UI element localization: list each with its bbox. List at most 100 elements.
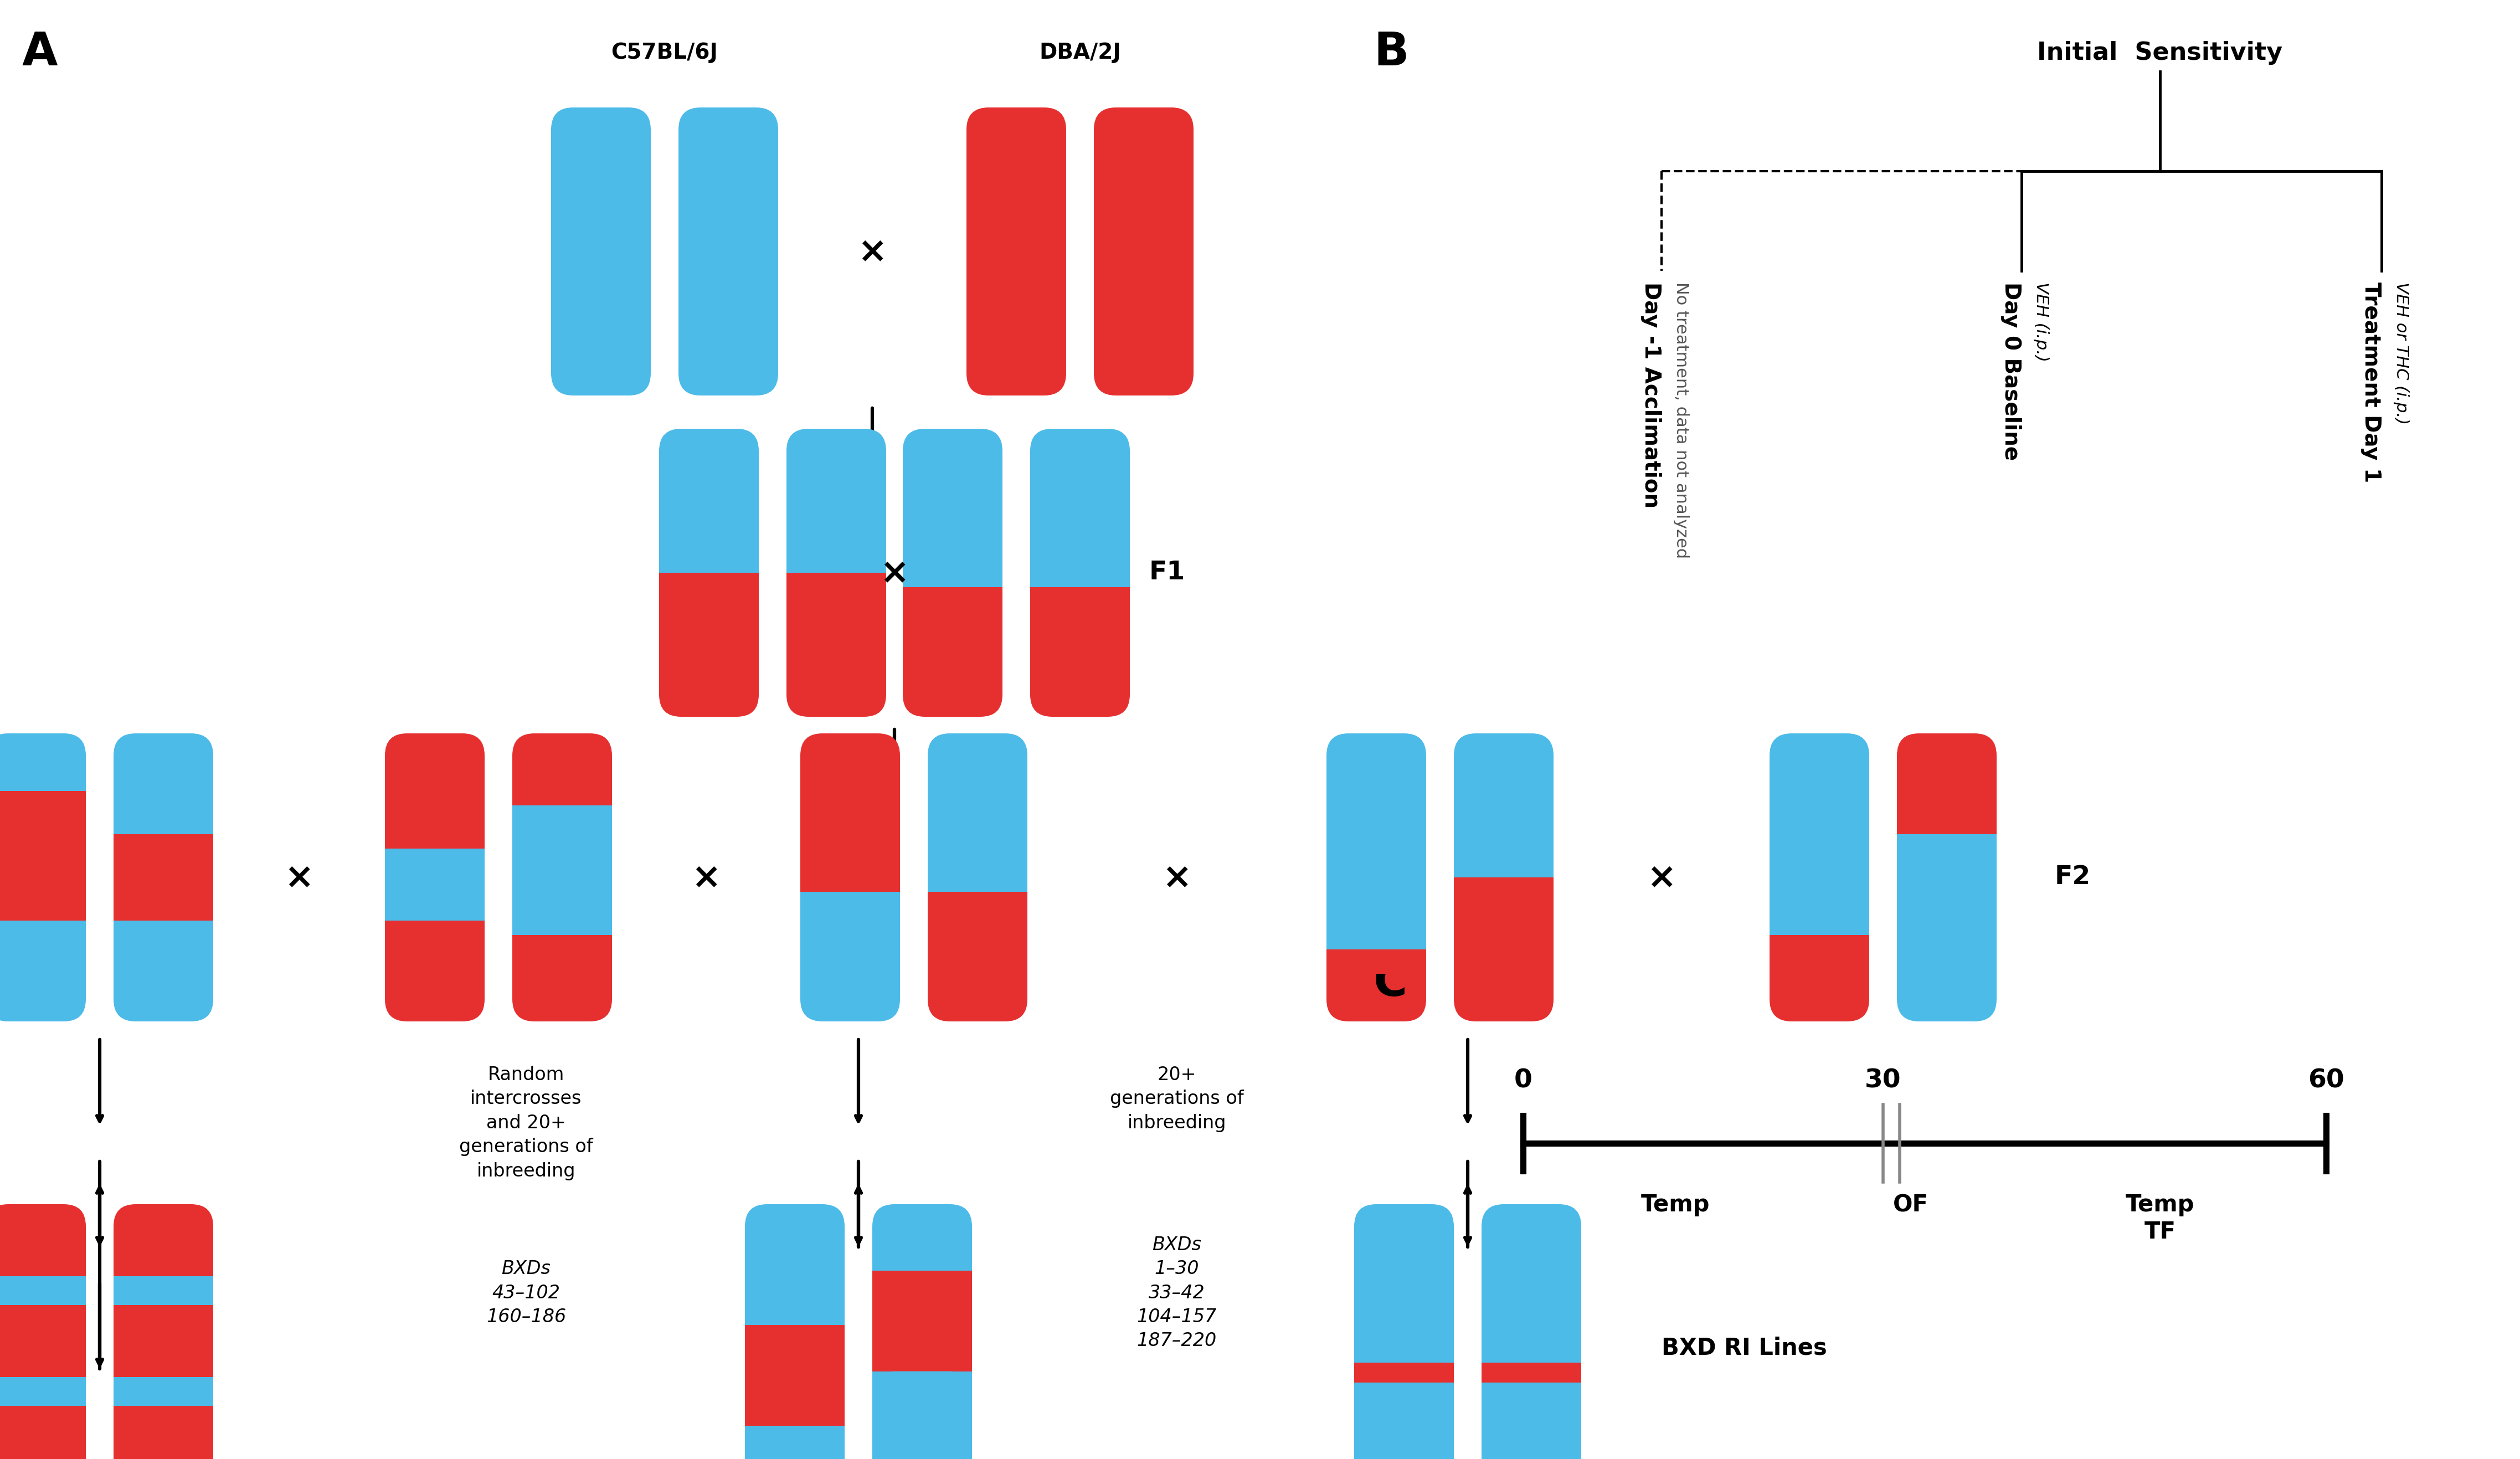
Bar (1353, 1338, 1454, 1363)
FancyBboxPatch shape (512, 935, 612, 1021)
Bar (0, 1406, 86, 1430)
Bar (1482, 1363, 1580, 1383)
FancyBboxPatch shape (0, 1406, 86, 1459)
FancyBboxPatch shape (1769, 935, 1870, 1021)
FancyBboxPatch shape (1353, 1204, 1454, 1363)
Bar (386, 824, 484, 849)
Bar (746, 1325, 844, 1425)
Text: ×: × (1646, 861, 1676, 894)
Bar (0, 1252, 86, 1277)
FancyBboxPatch shape (113, 1204, 214, 1277)
Text: Day 0 Baseline: Day 0 Baseline (2001, 282, 2021, 461)
FancyBboxPatch shape (786, 573, 887, 716)
Text: F2: F2 (2054, 865, 2092, 890)
FancyBboxPatch shape (746, 1425, 844, 1459)
Bar (113, 1304, 214, 1377)
Bar (801, 868, 900, 891)
Bar (1482, 1383, 1580, 1459)
Bar (1898, 810, 1996, 835)
FancyBboxPatch shape (1769, 734, 1870, 935)
Bar (113, 810, 214, 835)
FancyBboxPatch shape (1031, 587, 1129, 716)
FancyBboxPatch shape (660, 429, 759, 573)
Bar (386, 849, 484, 921)
Bar (902, 587, 1003, 611)
Bar (872, 1271, 973, 1371)
FancyBboxPatch shape (872, 1371, 973, 1459)
Bar (927, 891, 1028, 916)
Bar (512, 805, 612, 935)
Text: A: A (23, 31, 58, 74)
Bar (1769, 910, 1870, 935)
FancyBboxPatch shape (678, 108, 779, 395)
Bar (0, 1277, 86, 1304)
FancyBboxPatch shape (1326, 734, 1426, 950)
Bar (927, 868, 1028, 891)
Text: Temp
TF: Temp TF (2124, 1193, 2195, 1243)
Text: OF: OF (1893, 1193, 1928, 1217)
FancyBboxPatch shape (1326, 950, 1426, 1021)
Text: ×: × (857, 235, 887, 268)
Bar (660, 573, 759, 597)
Text: 0: 0 (1515, 1068, 1532, 1093)
Bar (1769, 935, 1870, 960)
Text: No treatment, data not analyzed: No treatment, data not analyzed (1673, 282, 1688, 559)
FancyBboxPatch shape (902, 429, 1003, 587)
Bar (786, 573, 887, 597)
FancyBboxPatch shape (1482, 1204, 1580, 1363)
FancyBboxPatch shape (0, 734, 86, 791)
Text: 20+
generations of
inbreeding: 20+ generations of inbreeding (1109, 1065, 1245, 1132)
FancyBboxPatch shape (1454, 734, 1552, 877)
Text: Initial  Sensitivity: Initial Sensitivity (2036, 41, 2283, 64)
Text: Treatment Day 1: Treatment Day 1 (2361, 282, 2381, 483)
FancyBboxPatch shape (0, 921, 86, 1021)
FancyBboxPatch shape (786, 429, 887, 573)
FancyBboxPatch shape (552, 108, 650, 395)
Bar (113, 1277, 214, 1304)
Bar (1031, 587, 1129, 611)
Bar (1482, 1338, 1580, 1363)
Bar (1454, 877, 1552, 902)
FancyBboxPatch shape (746, 1204, 844, 1325)
Bar (872, 1246, 973, 1271)
FancyBboxPatch shape (113, 1406, 214, 1459)
FancyBboxPatch shape (512, 734, 612, 805)
FancyBboxPatch shape (386, 921, 484, 1021)
FancyBboxPatch shape (660, 573, 759, 716)
Text: ×: × (1162, 861, 1192, 894)
Text: BXD RI Lines: BXD RI Lines (1661, 1336, 1827, 1360)
Bar (786, 549, 887, 573)
Text: B: B (1373, 31, 1409, 74)
Text: ×: × (879, 556, 910, 589)
Bar (1326, 925, 1426, 950)
Bar (0, 766, 86, 791)
FancyBboxPatch shape (0, 1204, 86, 1277)
FancyBboxPatch shape (1454, 877, 1552, 1021)
Text: Temp: Temp (1641, 1193, 1711, 1217)
FancyBboxPatch shape (1094, 108, 1194, 395)
FancyBboxPatch shape (1031, 429, 1129, 587)
Text: BXDs
43–102
160–186: BXDs 43–102 160–186 (486, 1259, 567, 1326)
Bar (660, 549, 759, 573)
Text: 60: 60 (2308, 1068, 2344, 1093)
Bar (0, 791, 86, 921)
Bar (1898, 835, 1996, 858)
FancyBboxPatch shape (113, 921, 214, 1021)
Bar (801, 891, 900, 916)
Bar (746, 1425, 844, 1450)
Bar (113, 1377, 214, 1406)
FancyBboxPatch shape (927, 891, 1028, 1021)
Bar (902, 563, 1003, 587)
Bar (1353, 1383, 1454, 1459)
Bar (0, 921, 86, 945)
Bar (113, 835, 214, 921)
Bar (0, 1304, 86, 1377)
Bar (0, 1377, 86, 1406)
FancyBboxPatch shape (801, 891, 900, 1021)
Text: DBA/2J: DBA/2J (1038, 42, 1121, 63)
FancyBboxPatch shape (113, 734, 214, 835)
Text: C57BL/6J: C57BL/6J (612, 42, 718, 63)
Text: F1: F1 (1149, 560, 1184, 585)
Text: VEH or THC (i.p.): VEH or THC (i.p.) (2394, 282, 2409, 425)
Bar (1326, 950, 1426, 973)
